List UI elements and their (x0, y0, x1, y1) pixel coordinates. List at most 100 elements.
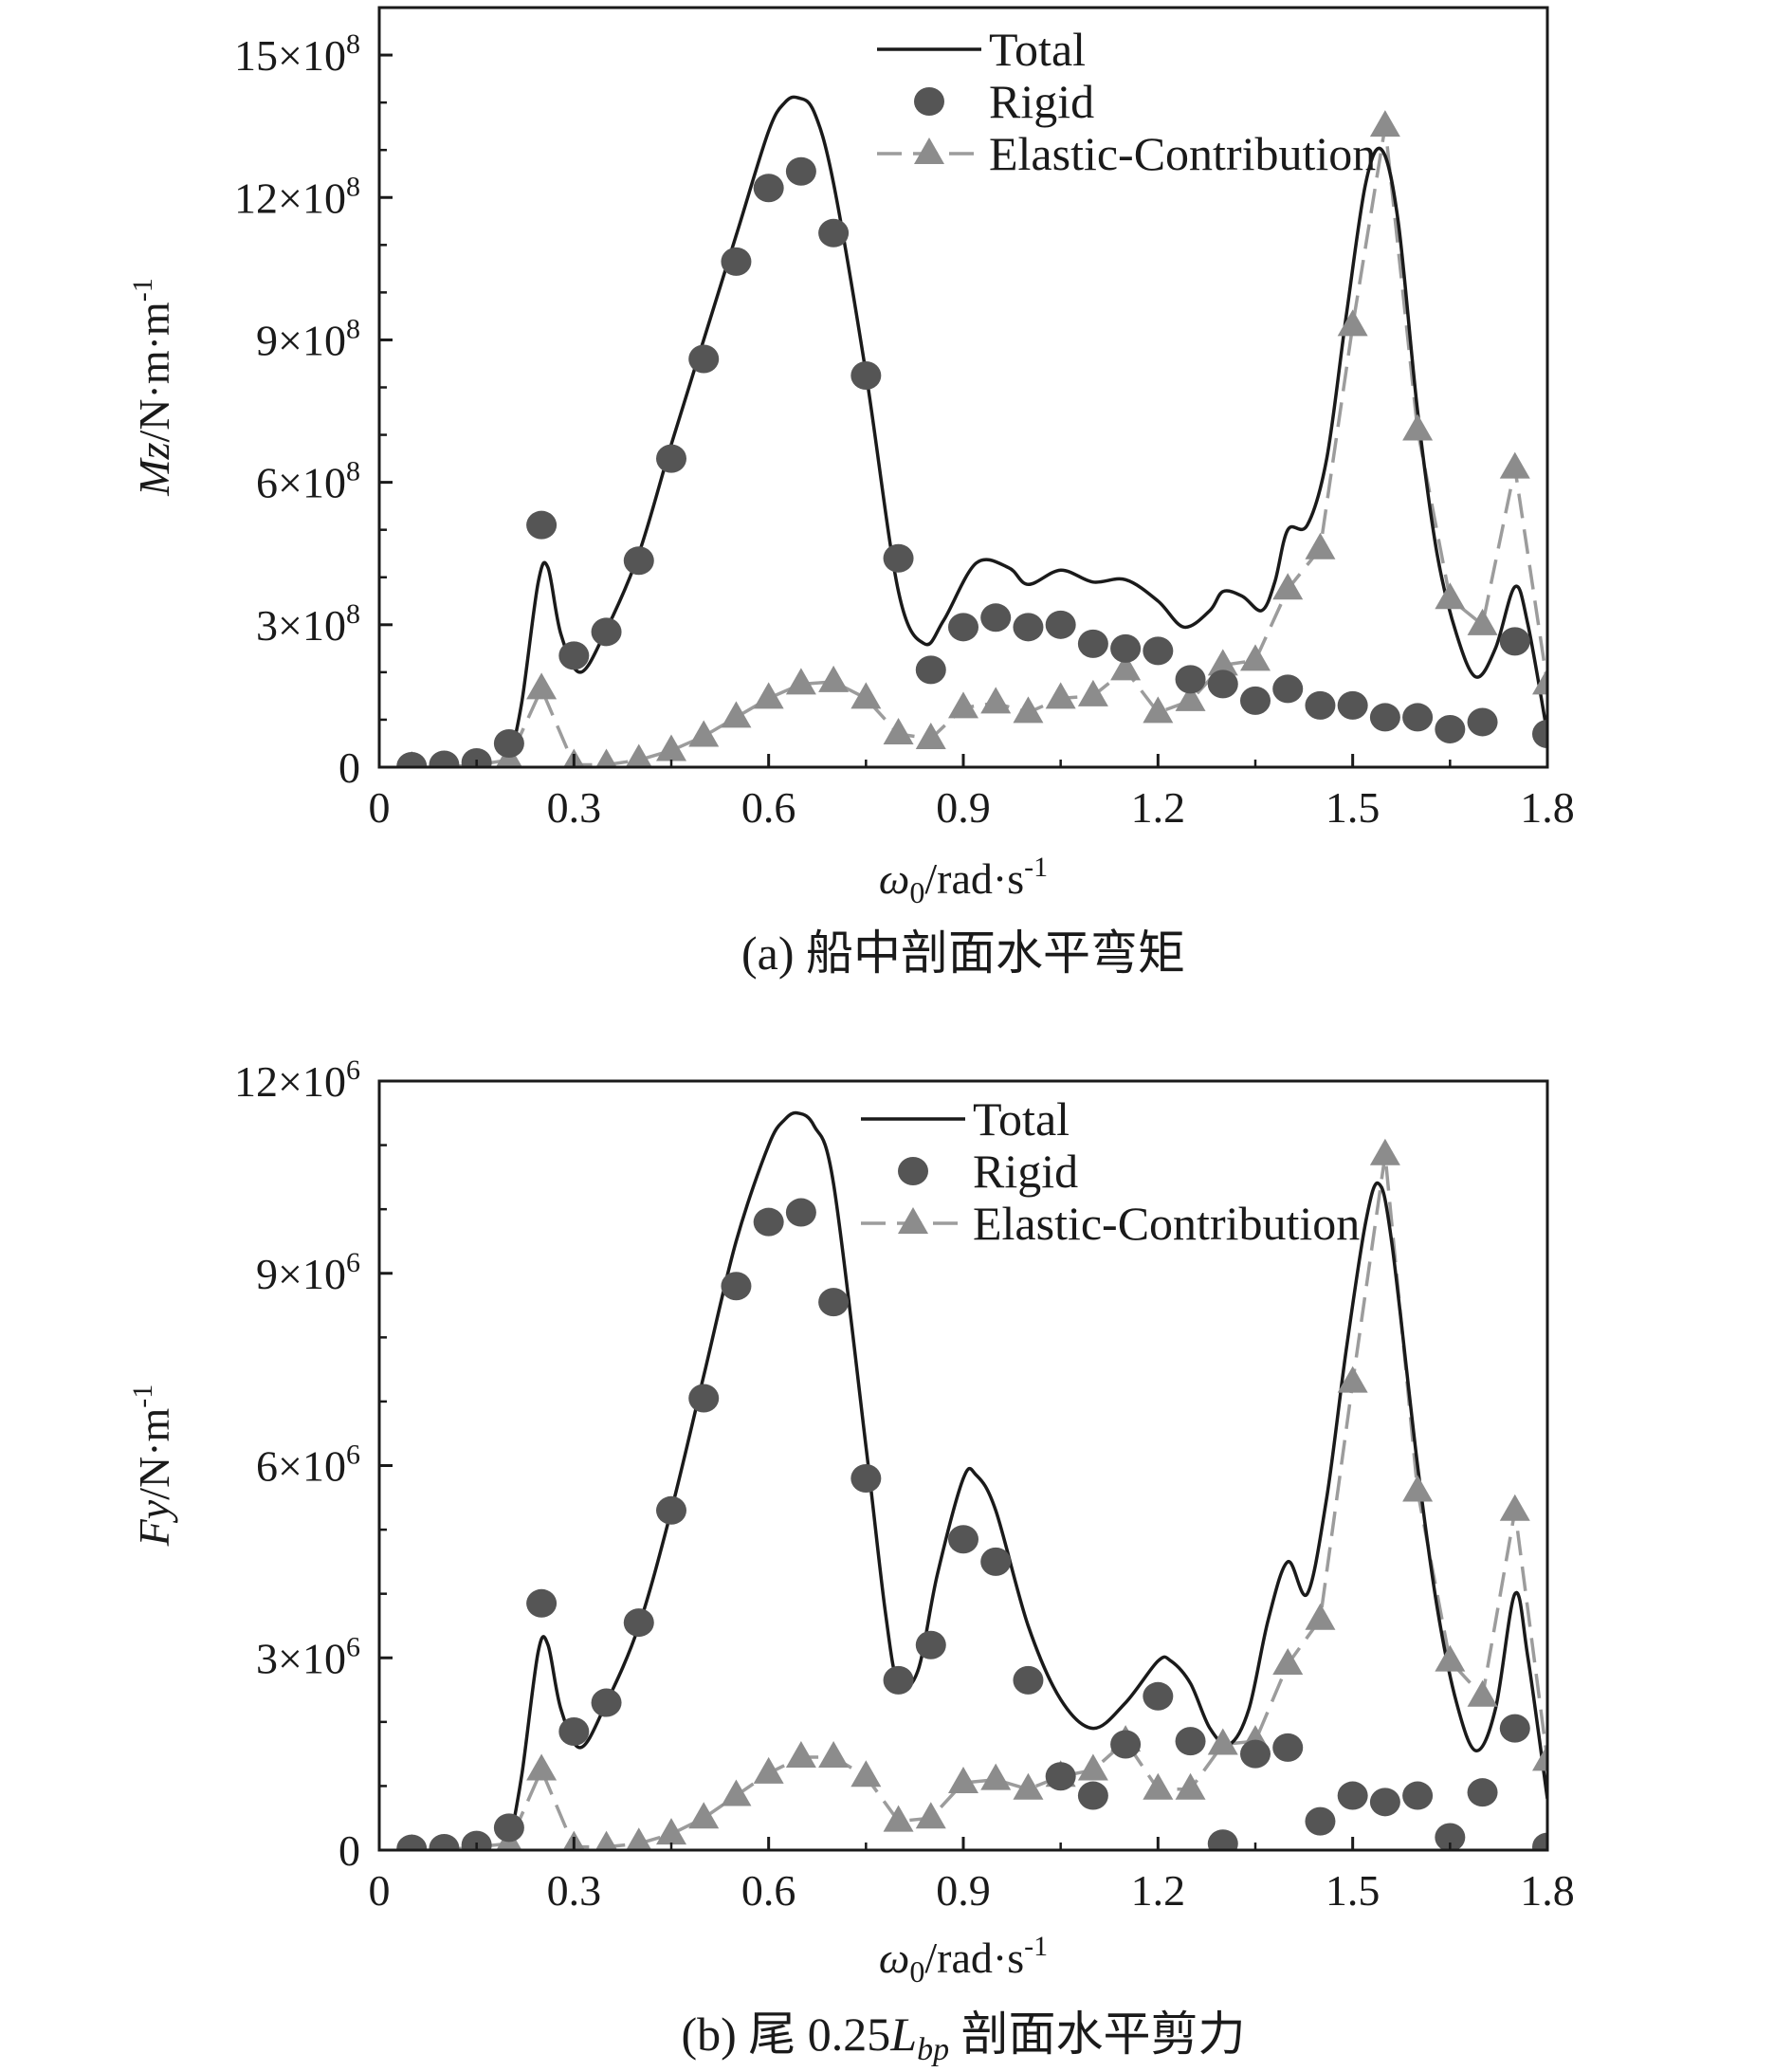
panel-b-chart: 0 0.3 0.6 0.9 1.2 1.5 1.8 0 3×106 6×106 9×106 12×10… (127, 1054, 1575, 2067)
panel-b-elastic-point (526, 1753, 558, 1781)
panel-a-x-tick-label: 0.9 (936, 783, 991, 832)
panel-b-elastic-point (850, 1760, 882, 1788)
panel-a-elastic-point (721, 701, 752, 728)
panel-a-elastic-point (915, 722, 946, 749)
panel-b-rigid-point (461, 1830, 492, 1850)
panel-b-rigid-point (688, 1384, 720, 1413)
panel-b-y-tick-label: 6×106 (256, 1439, 360, 1491)
panel-b-rigid-point (1240, 1739, 1271, 1769)
panel-b-rigid-point (948, 1525, 978, 1554)
panel-a-rigid-point (785, 156, 816, 186)
panel-b-elastic-point (948, 1767, 978, 1794)
panel-b-y-tick-label: 9×106 (256, 1247, 360, 1298)
panel-b-elastic-point (688, 1802, 720, 1829)
panel-b-elastic-point (1467, 1679, 1498, 1707)
panel-a-rigid-point (1272, 674, 1304, 704)
panel-b-x-tick-label: 0.3 (547, 1866, 602, 1915)
panel-a-x-tick-label: 1.5 (1326, 783, 1381, 832)
panel-b-elastic-point (980, 1763, 1012, 1790)
panel-b-x-tick-label: 0 (369, 1866, 391, 1915)
panel-a-elastic-point (1077, 679, 1108, 706)
panel-a-x-tick-label: 0.3 (547, 783, 602, 832)
panel-a-rigid-point (980, 603, 1012, 633)
panel-a-y-tick-label: 15×108 (234, 28, 360, 80)
panel-b-rigid-point (1045, 1762, 1076, 1791)
panel-a-elastic-point (1143, 696, 1174, 724)
panel-a-rigid-point (1532, 719, 1547, 748)
panel-b-elastic-point (1369, 1138, 1400, 1165)
panel-a-rigid-point (1467, 707, 1498, 737)
panel-a-y-tick-label: 12×108 (234, 171, 360, 222)
panel-a-elastic-point (1499, 451, 1530, 479)
panel-a-rigid-point (429, 750, 460, 767)
panel-b-rigid-point (883, 1665, 914, 1695)
panel-a-elastic-point (1045, 682, 1076, 709)
panel-a-x-tick-label: 1.2 (1131, 783, 1186, 832)
panel-b-rigid-point (1402, 1781, 1434, 1810)
panel-a-rigid-point (1435, 714, 1466, 743)
panel-b-rigid-point (1337, 1781, 1368, 1810)
panel-b-legend-rigid-label: Rigid (973, 1145, 1078, 1198)
panel-b-elastic-point (721, 1779, 752, 1806)
panel-a-rigid-point (1013, 613, 1044, 642)
panel-b-y-axis-label: Fy/N·m-1 (127, 1384, 178, 1548)
panel-b-rigid-point (1175, 1727, 1206, 1756)
panel-a-elastic-point (753, 682, 784, 709)
panel-a-plot-frame (377, 6, 1549, 769)
panel-a-chart: 0 0.3 0.6 0.9 1.2 1.5 1.8 0 3×108 6×108 9×108 12×10… (127, 6, 1575, 980)
panel-a-rigid-point (688, 344, 720, 374)
panel-b-rigid-point (721, 1272, 752, 1301)
panel-b-rigid-point (1272, 1733, 1304, 1762)
panel-a-elastic-point (818, 665, 850, 692)
panel-b-elastic-point (626, 1827, 652, 1850)
panel-b-elastic-point (1532, 1744, 1547, 1771)
panel-b-elastic-point (1175, 1772, 1206, 1800)
panel-b-elastic-point (1207, 1728, 1238, 1755)
panel-b-total-line (507, 1110, 1547, 1847)
panel-b-elastic-point (1077, 1753, 1108, 1781)
panel-b-elastic-point (915, 1802, 946, 1829)
panel-b-elastic-point (785, 1741, 816, 1769)
panel-a-rigid-point (915, 655, 946, 685)
panel-a-y-tick-label: 3×108 (256, 598, 360, 650)
panel-a-elastic-point (1110, 653, 1142, 681)
panel-a-elastic-point (850, 682, 882, 709)
panel-b-elastic-point (883, 1805, 914, 1832)
panel-a-elastic-point (526, 672, 558, 700)
panel-b-rigid-point (656, 1495, 686, 1525)
panel-b-rigid-point (1532, 1832, 1547, 1850)
panel-b-rigid-point (980, 1547, 1012, 1576)
panel-b-rigid-point (429, 1833, 460, 1850)
panel-b-elastic-point (1272, 1648, 1304, 1676)
panel-a-rigid-point (818, 218, 850, 248)
panel-b-y-tick-label: 12×106 (234, 1054, 360, 1106)
panel-a-rigid-point (1240, 686, 1271, 715)
panel-b-rigid-point (1499, 1714, 1530, 1743)
panel-b-elastic-point (1435, 1644, 1466, 1672)
panel-b-rigid-point (1207, 1829, 1238, 1850)
panel-a-rigid-point (1077, 629, 1108, 658)
panel-b-rigid-point (493, 1813, 524, 1843)
panel-a-elastic-point (1337, 309, 1368, 337)
panel-a-legend-elastic-label: Elastic-Contribution (989, 127, 1376, 180)
panel-b-rigid-point (818, 1288, 850, 1317)
panel-a-x-tick-label: 0 (369, 783, 391, 832)
panel-b-elastic-point (1337, 1366, 1368, 1393)
panel-a-rigid-point (591, 617, 622, 647)
panel-b-elastic-point (1143, 1772, 1174, 1800)
panel-b-caption: (b) 尾 0.25Lbp 剖面水平剪力 (681, 2008, 1245, 2067)
panel-a-rigid-point (1499, 627, 1530, 656)
panel-b-rigid-point (591, 1688, 622, 1717)
panel-a-elastic-point (785, 668, 816, 695)
panel-a-elastic-point (688, 720, 720, 747)
panel-a-elastic-point (883, 717, 914, 744)
panel-a-x-tick-label: 0.6 (741, 783, 796, 832)
panel-a-elastic-point (1435, 582, 1466, 610)
panel-a-elastic-point (1240, 644, 1271, 671)
panel-b-legend-rigid-swatch (898, 1157, 928, 1185)
panel-b-elastic-point (1499, 1494, 1530, 1521)
panel-b-elastic-point (594, 1830, 618, 1850)
panel-b-rigid-point (1077, 1781, 1108, 1810)
panel-b-x-tick-label: 1.8 (1520, 1866, 1575, 1915)
